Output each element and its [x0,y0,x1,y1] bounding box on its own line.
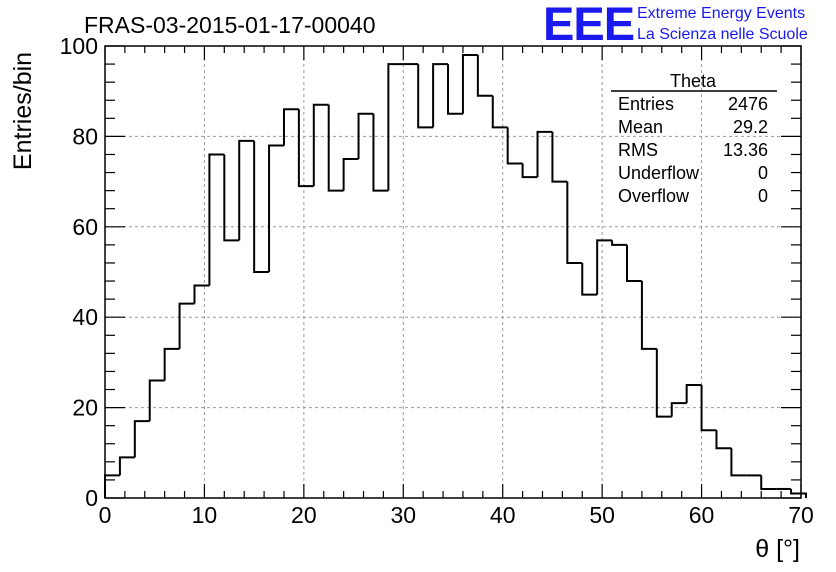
histogram-bin [730,448,747,477]
histogram-bin [357,112,374,159]
x-tick-label: 60 [689,502,715,528]
histogram-bin [626,244,642,283]
histogram-bin [297,109,314,188]
logo-line-2: La Scienza nelle Scuole [637,26,808,43]
histogram-bin [491,95,508,129]
x-tick-label: 30 [390,502,416,528]
histogram-bin [327,104,344,192]
histogram-bin [611,240,627,246]
y-axis-label: Entries/bin [9,52,37,170]
histogram-bin [223,154,240,242]
plot-frame [104,45,802,499]
x-tick-label: 70 [788,502,814,528]
histogram-bin [447,64,463,115]
histogram-bin [208,153,225,286]
y-tick-label: 0 [85,485,98,511]
stats-title: Theta [670,71,717,91]
x-tick-label: 20 [291,502,317,528]
axis-ticks [104,45,802,499]
histogram-bin [342,158,359,191]
stats-value-rms: 13.36 [723,140,768,160]
y-tick-label: 80 [72,123,98,149]
stats-label-entries: Entries [618,94,674,114]
histogram-bin [536,130,553,178]
y-tick-label: 60 [72,214,98,240]
stats-label-underflow: Underflow [618,163,700,183]
stats-label-overflow: Overflow [618,186,690,206]
logo-letters: EEE [543,0,634,50]
x-axis-label: θ [°] [755,535,800,563]
stats-label-mean: Mean [618,117,663,137]
histogram-bin [715,430,732,450]
histogram-bin [312,103,329,187]
stats-value-mean: 29.2 [733,117,768,137]
histogram-bin [417,64,434,129]
tick-labels: 0 10 20 30 40 50 60 70 0 20 40 60 80 100 [60,33,814,528]
histogram-bin [118,456,135,476]
histogram-bin [551,131,568,183]
histogram-bin [253,140,270,273]
stats-box: Theta Entries 2476 Mean 29.2 RMS 13.36 U… [611,71,777,206]
chart-title: FRAS-03-2015-01-17-00040 [84,12,376,38]
x-tick-label: 40 [490,502,516,528]
y-tick-label: 100 [60,33,98,59]
histogram-bin [178,302,195,349]
x-tick-label: 50 [589,502,615,528]
histogram-bin [655,348,672,418]
histogram-bin [372,113,389,192]
histogram-bin [148,379,165,422]
histogram-bin [282,108,299,146]
histogram-bin [387,63,404,191]
histogram-bin [193,284,210,304]
histogram-bin [476,55,493,97]
histogram-bin [238,139,255,241]
eee-logo: EEE Extreme Energy Events La Scienza nel… [543,0,808,50]
x-tick-label: 0 [99,502,112,528]
histogram-bin [133,420,150,458]
histogram-bin [596,239,613,295]
histogram-bin [521,163,538,179]
histogram-bin [506,127,523,165]
histogram-bin [760,475,777,490]
stats-value-underflow: 0 [758,163,768,183]
histogram-bin [581,262,598,296]
y-tick-label: 40 [72,304,98,330]
histogram-bin [700,385,717,432]
histogram-bin [432,63,449,128]
x-tick-label: 10 [192,502,218,528]
logo-line-1: Extreme Energy Events [637,5,805,22]
histogram-bin [640,281,657,350]
histogram-bin [790,488,807,498]
histogram-bin [566,181,583,264]
stats-value-overflow: 0 [758,186,768,206]
grid-lines [105,46,801,498]
y-tick-label: 20 [72,395,98,421]
stats-label-rms: RMS [618,140,658,160]
histogram-bin [685,384,702,404]
stats-value-entries: 2476 [728,94,768,114]
histogram-bin [163,347,180,381]
histogram-bin [461,54,478,114]
histogram-bin [670,402,687,417]
histogram-bin [268,144,284,272]
